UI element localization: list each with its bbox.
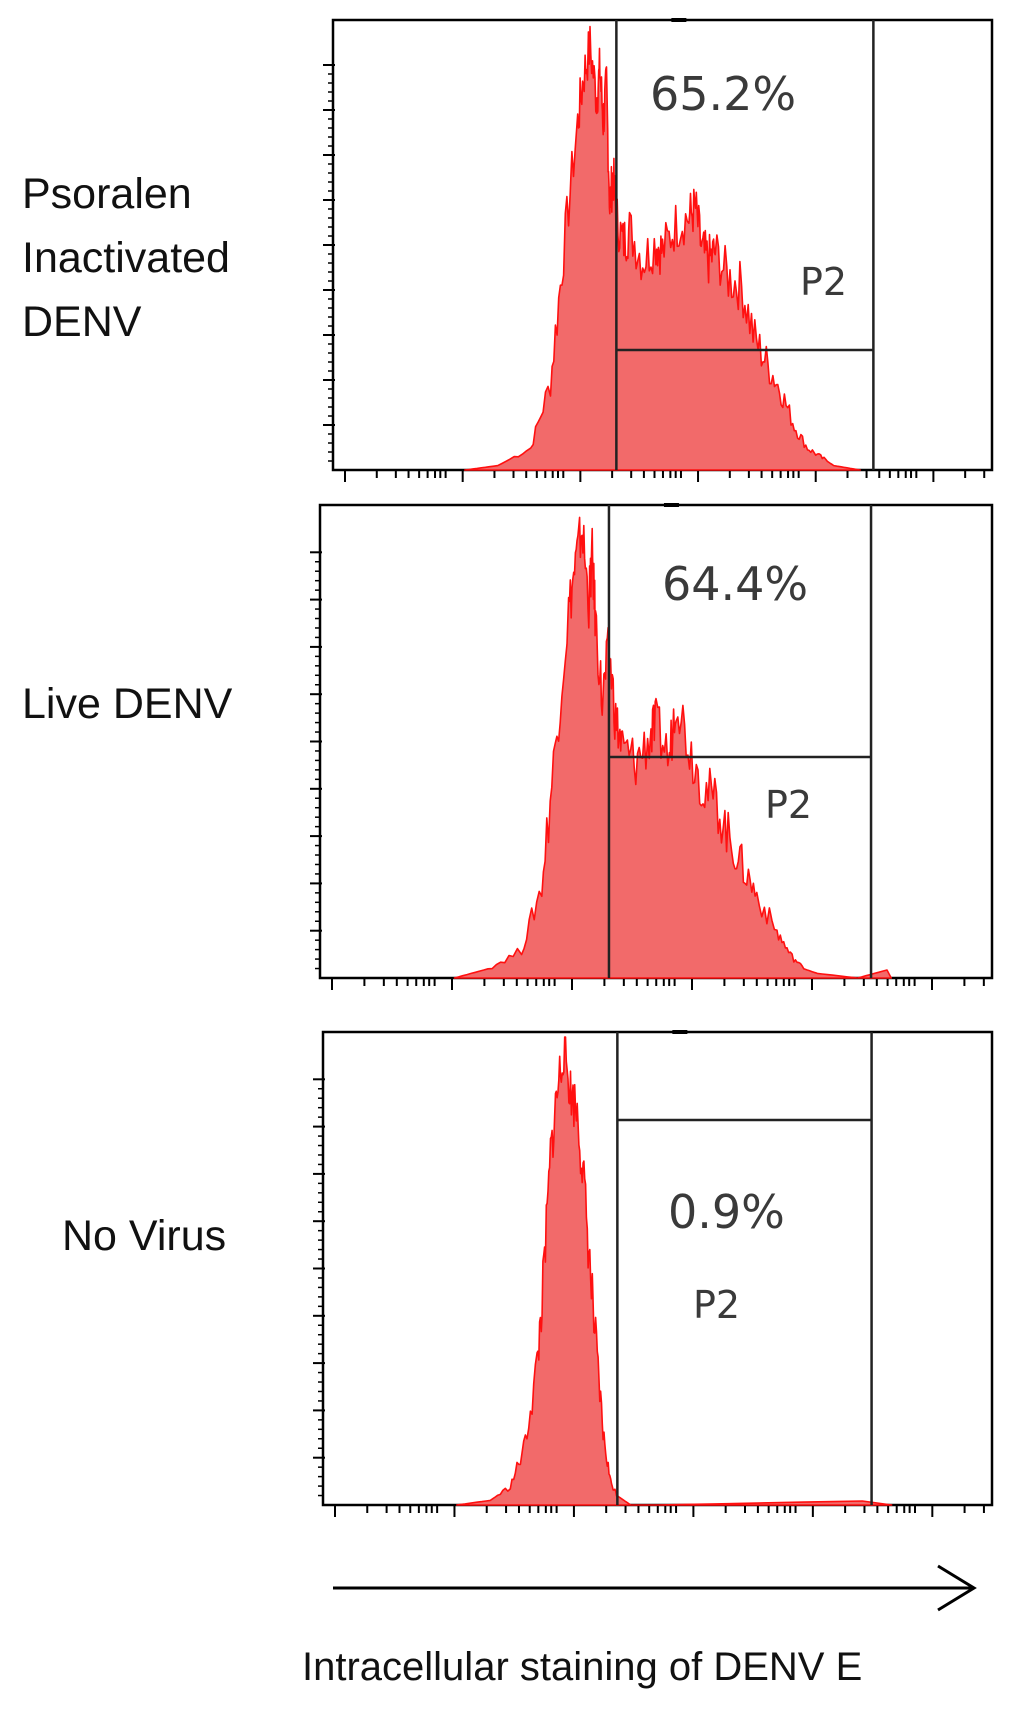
histogram-series [456, 1036, 893, 1506]
row-label-line-1: Psoralen [22, 170, 192, 218]
gate-percent-label: 0.9% [668, 1185, 785, 1239]
gate-percent-label: 64.4% [662, 557, 808, 611]
panel-no-virus: No Virus 0.9% P2 [62, 1030, 994, 1517]
histogram-series [453, 516, 892, 979]
panel-psoralen-inactivated-denv: Psoralen Inactivated DENV 65.2% P2 [22, 18, 994, 482]
plot-frame [321, 1030, 994, 1507]
x-axis-label: Intracellular staining of DENV E [302, 1645, 862, 1689]
histogram-plot [310, 503, 994, 990]
gate-percent-label: 65.2% [650, 67, 796, 121]
row-label-line-1: Live DENV [22, 680, 233, 728]
x-axis-arrow [333, 1564, 977, 1612]
histogram-plot [313, 1030, 994, 1517]
gate-name-label: P2 [765, 783, 812, 827]
histogram-series [464, 25, 861, 471]
gate-name-label: P2 [693, 1283, 740, 1327]
panel-live-denv: Live DENV 64.4% P2 [22, 503, 994, 990]
row-label-line-1: No Virus [62, 1212, 226, 1260]
row-label-line-2: Inactivated [22, 234, 230, 282]
row-label-line-3: DENV [22, 298, 142, 346]
histogram-plot [323, 18, 994, 482]
gate-name-label: P2 [800, 260, 847, 304]
